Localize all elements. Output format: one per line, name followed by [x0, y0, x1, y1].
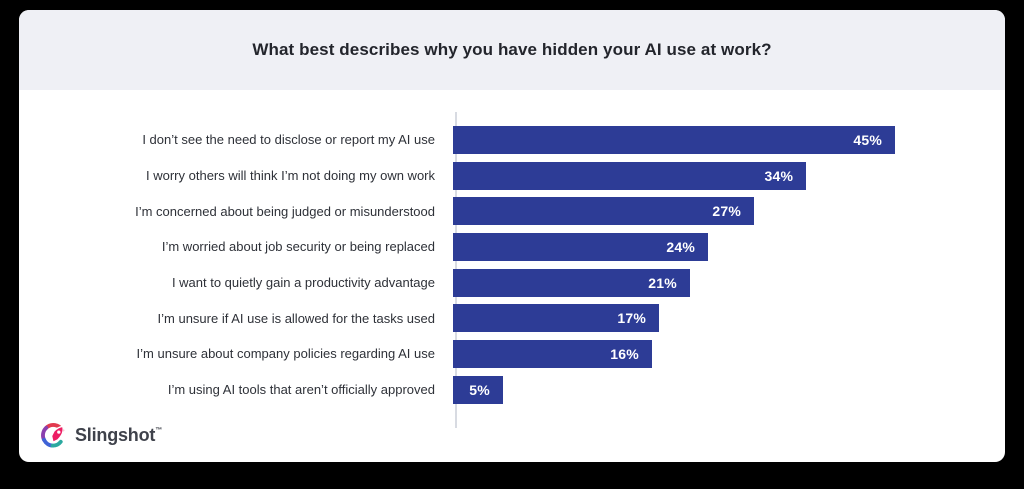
- value-label: 5%: [469, 381, 490, 398]
- category-label: I’m using AI tools that aren’t officiall…: [167, 382, 435, 398]
- bar-row: I worry others will think I’m not doing …: [19, 158, 1005, 194]
- bar-row: I want to quietly gain a productivity ad…: [19, 265, 1005, 301]
- bar-track: 34%: [453, 161, 895, 190]
- bar-row: I don’t see the need to disclose or repo…: [19, 122, 1005, 158]
- bar-row: I’m unsure about company policies regard…: [19, 336, 1005, 372]
- bar-row: I’m concerned about being judged or misu…: [19, 193, 1005, 229]
- bar-row: I’m using AI tools that aren’t officiall…: [19, 372, 1005, 408]
- category-label: I’m concerned about being judged or misu…: [135, 203, 435, 219]
- bar: 45%: [453, 125, 895, 154]
- bar-track: 5%: [453, 375, 895, 404]
- bar: 24%: [453, 232, 709, 261]
- bar-track: 16%: [453, 339, 895, 368]
- category-label: I’m worried about job security or being …: [161, 239, 435, 255]
- category-label: I want to quietly gain a productivity ad…: [171, 275, 435, 291]
- bar-track: 21%: [453, 268, 895, 297]
- value-label: 34%: [764, 167, 794, 184]
- bar: 16%: [453, 339, 652, 368]
- bar-chart: I don’t see the need to disclose or repo…: [19, 112, 1005, 462]
- slingshot-logo-icon: [41, 423, 65, 448]
- trademark-mark: ™: [155, 427, 163, 434]
- bar: 27%: [453, 197, 754, 226]
- value-label: 24%: [666, 238, 696, 255]
- value-label: 16%: [610, 345, 639, 362]
- category-label: I’m unsure about company policies regard…: [136, 346, 435, 362]
- value-label: 27%: [712, 203, 741, 220]
- value-label: 45%: [853, 131, 882, 148]
- bar: 17%: [453, 304, 659, 333]
- value-label: 21%: [648, 274, 677, 291]
- bar: 5%: [453, 375, 503, 404]
- brand-wordmark: Slingshot™: [75, 425, 162, 446]
- value-label: 17%: [617, 310, 646, 327]
- brand-footer: Slingshot™: [40, 422, 162, 449]
- bar: 34%: [453, 161, 807, 190]
- category-label: I don’t see the need to disclose or repo…: [142, 132, 435, 148]
- category-label: I’m unsure if AI use is allowed for the …: [157, 310, 435, 326]
- chart-title: What best describes why you have hidden …: [252, 40, 772, 59]
- chart-card: What best describes why you have hidden …: [19, 10, 1005, 462]
- bar-track: 27%: [453, 197, 895, 226]
- bar-track: 24%: [453, 232, 895, 261]
- bar-row: I’m worried about job security or being …: [19, 229, 1005, 265]
- bar-track: 45%: [453, 125, 895, 154]
- bar-row: I’m unsure if AI use is allowed for the …: [19, 300, 1005, 336]
- brand-name: Slingshot: [75, 425, 156, 445]
- bar-track: 17%: [453, 304, 895, 333]
- category-label: I worry others will think I’m not doing …: [146, 168, 435, 184]
- bar: 21%: [453, 268, 690, 297]
- chart-header: What best describes why you have hidden …: [19, 10, 1005, 90]
- bar-rows: I don’t see the need to disclose or repo…: [19, 122, 1005, 408]
